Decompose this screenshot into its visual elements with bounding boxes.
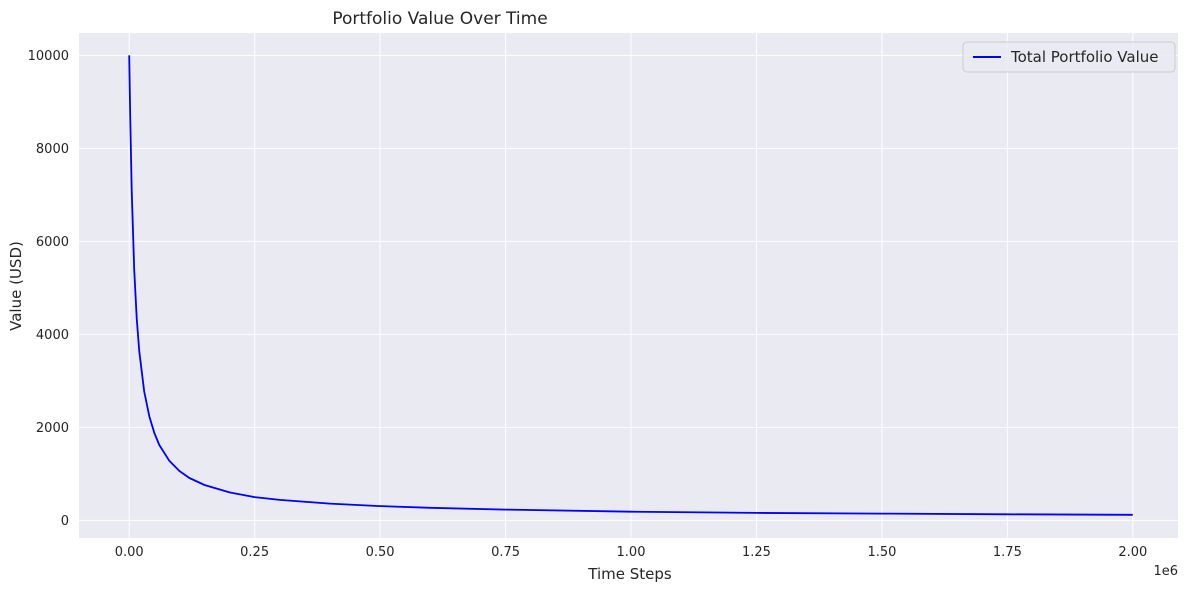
x-tick-label: 1.50: [867, 545, 896, 560]
x-tick-label: 2.00: [1118, 545, 1147, 560]
y-axis-label: Value (USD): [7, 241, 25, 331]
x-tick-label: 1.25: [742, 545, 771, 560]
x-tick-label: 0.50: [366, 545, 395, 560]
y-tick-label: 10000: [28, 49, 69, 64]
chart-title: Portfolio Value Over Time: [332, 9, 547, 29]
x-tick-label: 0.00: [115, 545, 144, 560]
legend: Total Portfolio Value: [962, 41, 1176, 73]
x-tick-label: 1.00: [617, 545, 646, 560]
x-axis-label: Time Steps: [587, 565, 672, 583]
grid-lines: [79, 33, 1178, 538]
series-layer: [128, 55, 1133, 516]
y-tick-labels: 0 2000 4000 6000 8000 10000: [28, 49, 69, 529]
y-tick-label: 8000: [36, 142, 69, 157]
x-offset-label: 1e6: [1153, 564, 1178, 579]
y-tick-label: 6000: [36, 235, 69, 250]
plot-area: [79, 33, 1178, 538]
y-tick-label: 4000: [36, 328, 69, 343]
y-tick-label: 0: [61, 514, 69, 529]
x-tick-labels: 0.00 0.25 0.50 0.75 1.00 1.25 1.50 1.75 2.00: [115, 545, 1148, 560]
x-tick-label: 0.75: [491, 545, 520, 560]
series-line: [128, 55, 1133, 516]
y-tick-label: 2000: [36, 421, 69, 436]
x-tick-label: 1.75: [993, 545, 1022, 560]
legend-box: [962, 41, 1176, 73]
x-tick-label: 0.25: [240, 545, 269, 560]
legend-label: Total Portfolio Value: [1010, 48, 1158, 66]
